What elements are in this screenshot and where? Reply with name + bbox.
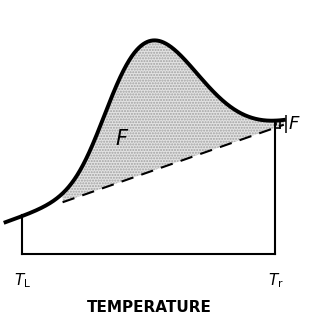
Text: $T_{\rm L}$: $T_{\rm L}$ xyxy=(14,271,31,290)
Text: TEMPERATURE: TEMPERATURE xyxy=(86,300,211,315)
Text: $T_{\rm r}$: $T_{\rm r}$ xyxy=(268,271,284,290)
Text: $F$: $F$ xyxy=(115,129,130,149)
Text: $|F$: $|F$ xyxy=(283,113,301,135)
